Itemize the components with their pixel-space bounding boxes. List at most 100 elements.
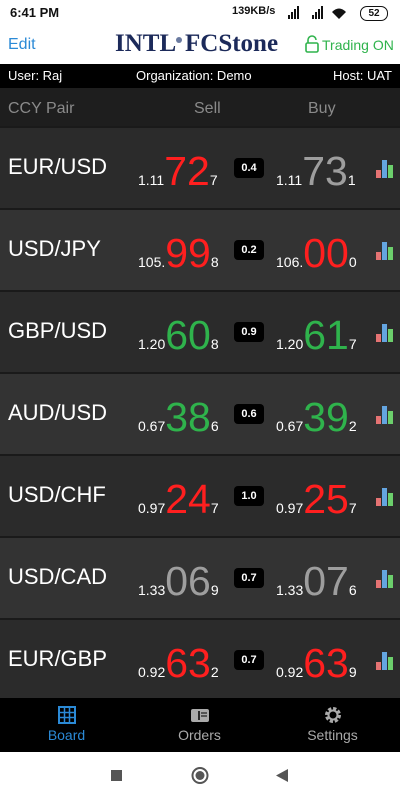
price-pip: 0 — [348, 254, 357, 270]
price-prefix: 1.20 — [276, 336, 304, 352]
chart-icon-bar — [376, 580, 381, 588]
rate-row[interactable]: EUR/USD 1.11727 1.11731 0.4 — [0, 126, 400, 208]
price-prefix: 0.97 — [276, 500, 304, 516]
price-big-figure: 25 — [303, 476, 349, 522]
app-header: Edit INTL FCStone Trading ON — [0, 26, 400, 64]
price-pip: 7 — [348, 336, 357, 352]
price-big-figure: 38 — [165, 394, 211, 440]
chart-icon-bar — [388, 165, 393, 178]
column-title: Buy — [308, 100, 336, 117]
price-big-figure: 24 — [165, 476, 211, 522]
chart-icon-bar — [388, 329, 393, 342]
tab-orders[interactable]: Orders — [133, 698, 266, 752]
buy-price[interactable]: 1.33076 — [276, 558, 357, 605]
back-button[interactable] — [276, 769, 288, 782]
buy-price[interactable]: 106.000 — [276, 230, 357, 277]
price-pip: 7 — [209, 172, 218, 188]
spread: 0.6 — [234, 404, 264, 424]
price-prefix: 0.67 — [276, 418, 304, 434]
spread: 0.4 — [234, 158, 264, 178]
network-speed: 139KB/s — [232, 5, 276, 17]
chart-icon-bar — [376, 662, 381, 670]
rate-row[interactable]: AUD/USD 0.67386 0.67392 0.6 — [0, 372, 400, 454]
sell-price[interactable]: 1.20608 — [138, 312, 219, 359]
price-pip: 2 — [210, 664, 219, 680]
chart-icon-bar — [388, 657, 393, 670]
column-header: CCY Pair Sell Buy — [0, 88, 400, 128]
sell-price[interactable]: 1.33069 — [138, 558, 219, 605]
chart-icon[interactable] — [376, 566, 396, 588]
sell-price[interactable]: 0.67386 — [138, 394, 219, 441]
signal-icons — [288, 6, 346, 19]
tab-settings[interactable]: Settings — [266, 698, 399, 752]
info-bar: User: Raj Organization: Demo Host: UAT — [0, 64, 400, 88]
sell-price[interactable]: 1.11727 — [138, 148, 218, 195]
price-pip: 6 — [210, 418, 219, 434]
chart-icon[interactable] — [376, 402, 396, 424]
currency-pair: EUR/GBP — [8, 646, 108, 671]
chart-icon[interactable] — [376, 238, 396, 260]
currency-pair: EUR/USD — [8, 154, 108, 179]
chart-icon[interactable] — [376, 648, 396, 670]
price-pip: 8 — [210, 254, 219, 270]
chart-icon-bar — [388, 493, 393, 506]
price-pip: 7 — [210, 500, 219, 516]
price-pip: 9 — [210, 582, 219, 598]
home-dot — [195, 771, 205, 780]
board-icon — [57, 706, 76, 724]
buy-price[interactable]: 0.67392 — [276, 394, 357, 441]
price-big-figure: 00 — [303, 230, 349, 276]
price-big-figure: 06 — [165, 558, 211, 604]
column-title: Sell — [194, 100, 221, 117]
sell-price[interactable]: 0.97247 — [138, 476, 219, 523]
chart-icon-bar — [388, 247, 393, 260]
spread: 0.7 — [234, 568, 264, 588]
buy-price[interactable]: 1.11731 — [276, 148, 356, 195]
chart-icon-bar — [382, 652, 387, 670]
edit-button[interactable]: Edit — [8, 36, 36, 53]
price-big-figure: 61 — [303, 312, 349, 358]
currency-pair: USD/CHF — [8, 482, 106, 507]
buy-price[interactable]: 0.97257 — [276, 476, 357, 523]
tab-board[interactable]: Board — [0, 698, 133, 752]
chart-icon-bar — [376, 416, 381, 424]
price-pip: 6 — [348, 582, 357, 598]
price-prefix: 0.92 — [276, 664, 304, 680]
system-nav-bar — [0, 752, 400, 800]
sell-price[interactable]: 0.92632 — [138, 640, 219, 687]
buy-price[interactable]: 0.92639 — [276, 640, 357, 687]
chart-icon[interactable] — [376, 320, 396, 342]
chart-icon[interactable] — [376, 156, 396, 178]
home-button[interactable] — [191, 767, 209, 784]
sell-price[interactable]: 105.998 — [138, 230, 219, 277]
price-prefix: 0.97 — [138, 500, 166, 516]
price-prefix: 0.92 — [138, 664, 166, 680]
column-title: CCY Pair — [8, 100, 75, 117]
rate-row[interactable]: GBP/USD 1.20608 1.20617 0.9 — [0, 290, 400, 372]
price-pip: 8 — [210, 336, 219, 352]
chart-icon[interactable] — [376, 484, 396, 506]
rate-row[interactable]: USD/CAD 1.33069 1.33076 0.7 — [0, 536, 400, 618]
price-pip: 9 — [348, 664, 357, 680]
price-prefix: 1.11 — [276, 172, 303, 188]
nav-buttons — [111, 767, 288, 784]
price-big-figure: 39 — [303, 394, 349, 440]
rate-row[interactable]: EUR/GBP 0.92632 0.92639 0.7 — [0, 618, 400, 700]
battery: 52 — [360, 6, 388, 21]
price-pip: 7 — [348, 500, 357, 516]
buy-price[interactable]: 1.20617 — [276, 312, 357, 359]
chart-icon-bar — [382, 324, 387, 342]
rate-row[interactable]: USD/JPY 105.998 106.000 0.2 — [0, 208, 400, 290]
price-prefix: 1.33 — [138, 582, 166, 598]
recent-button[interactable] — [111, 770, 122, 781]
rate-row[interactable]: USD/CHF 0.97247 0.97257 1.0 — [0, 454, 400, 536]
logo-intl: INTL — [115, 30, 177, 57]
price-big-figure: 73 — [302, 148, 348, 194]
status-bar: 6:41 PM 139KB/s 52 — [0, 0, 400, 26]
spread: 0.7 — [234, 650, 264, 670]
chart-icon-bar — [388, 575, 393, 588]
currency-pair: GBP/USD — [8, 318, 108, 343]
chart-icon-bar — [376, 498, 381, 506]
trading-status[interactable]: Trading ON — [322, 37, 394, 53]
